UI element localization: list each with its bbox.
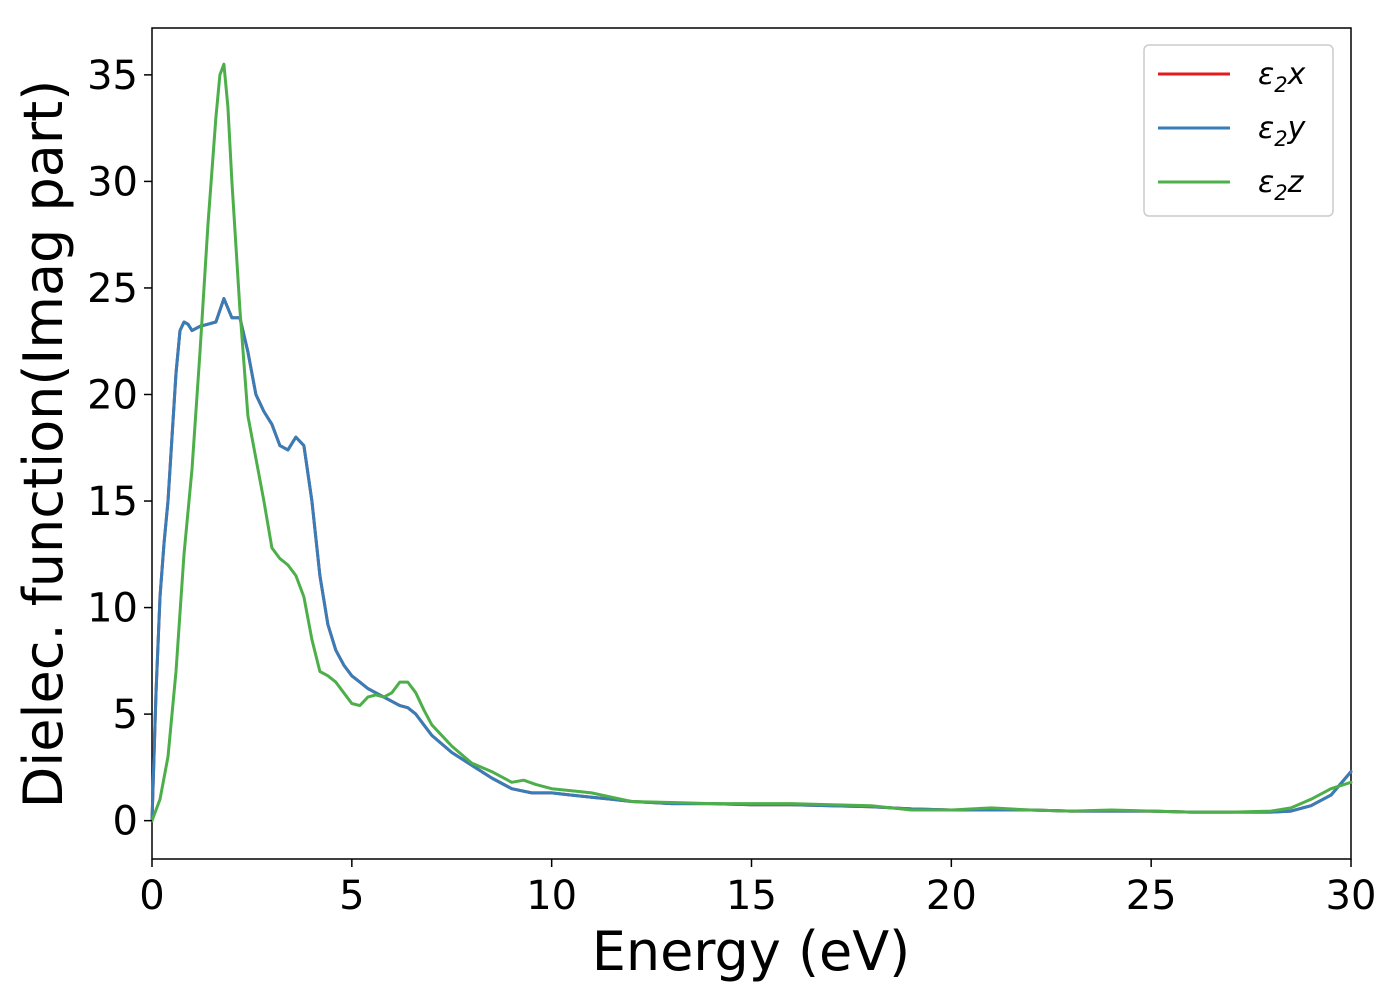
x-tick-label: 25 (1126, 873, 1177, 919)
x-tick-label: 15 (726, 873, 777, 919)
y-tick-label: 30 (87, 159, 138, 205)
y-tick-label: 20 (87, 372, 138, 418)
x-axis-label: Energy (eV) (592, 920, 911, 983)
legend-label: ε2x (1258, 57, 1306, 97)
x-tick-label: 5 (339, 873, 364, 919)
series-line-1 (150, 297, 1353, 823)
x-tick-label: 0 (139, 873, 164, 919)
y-tick-label: 5 (113, 692, 138, 738)
y-tick-label: 15 (87, 479, 138, 525)
y-axis-label: Dielec. function(Imag part) (12, 80, 75, 809)
series-line-3 (150, 62, 1353, 823)
series-layer (150, 62, 1353, 823)
legend-label: ε2z (1258, 165, 1305, 205)
y-tick-label: 35 (87, 53, 138, 99)
y-tick-label: 10 (87, 586, 138, 632)
x-tick-label: 10 (526, 873, 577, 919)
legend: ε2x ε2y ε2z (1143, 44, 1334, 217)
legend-items: ε2x ε2y ε2z (1158, 57, 1307, 205)
legend-label: ε2y (1258, 111, 1307, 151)
x-tick-label: 20 (926, 873, 977, 919)
y-tick-label: 0 (113, 799, 138, 845)
legend-box (1143, 44, 1334, 217)
x-axis-ticks: 0 5 10 15 20 25 30 (139, 859, 1376, 919)
y-axis-ticks: 0 5 10 15 20 25 30 35 (87, 53, 152, 845)
x-tick-label: 30 (1326, 873, 1377, 919)
series-line-2 (150, 297, 1353, 823)
y-tick-label: 25 (87, 266, 138, 312)
